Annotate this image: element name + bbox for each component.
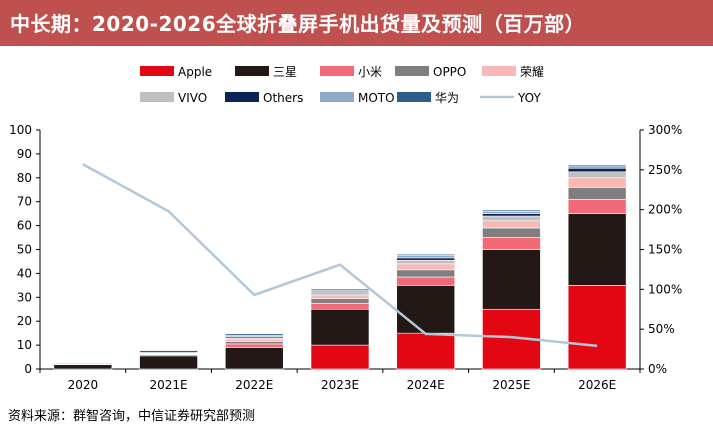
bar-segment — [482, 227, 541, 238]
bar-segment — [224, 333, 284, 336]
legend-swatch — [225, 92, 259, 102]
x-tick-label: 2025E — [492, 378, 530, 392]
legend-swatch — [482, 66, 516, 76]
y-tick-label: 50 — [17, 243, 32, 257]
bar-segment — [310, 292, 370, 296]
y-tick-label: 90 — [17, 147, 32, 161]
bar-segment — [567, 165, 627, 169]
legend-label: YOY — [517, 91, 541, 105]
bar-segment — [224, 343, 284, 348]
x-tick-label: 2020 — [68, 378, 99, 392]
legend-swatch — [395, 66, 429, 76]
legend-swatch — [140, 92, 174, 102]
y2-tick-label: 300% — [648, 123, 682, 137]
y2-tick-label: 0% — [648, 362, 667, 376]
bar-segment — [310, 294, 370, 299]
legend-label: VIVO — [178, 91, 207, 105]
bar-segment — [396, 332, 456, 370]
y-tick-label: 0 — [24, 362, 32, 376]
bar-segment — [396, 257, 456, 261]
bar-segment — [396, 269, 456, 278]
bar-segment — [224, 338, 284, 342]
x-tick-label: 2026E — [578, 378, 616, 392]
y2-tick-label: 250% — [648, 163, 682, 177]
y2-tick-label: 150% — [648, 243, 682, 257]
legend-label: 小米 — [358, 65, 382, 79]
x-tick-label: 2021E — [150, 378, 188, 392]
x-tick-label: 2024E — [407, 378, 445, 392]
x-tick-label: 2022E — [235, 378, 273, 392]
y-tick-label: 70 — [17, 195, 32, 209]
bar-segment — [482, 220, 541, 229]
bar-segment — [310, 298, 370, 304]
bar-segment — [396, 263, 456, 271]
axes: 0 10 20 30 40 50 60 70 80 90 100 0% 50% 100% 150% 200% 2… — [9, 123, 682, 392]
bar-segment — [567, 199, 627, 214]
bar-segment — [567, 213, 627, 286]
bar-segment — [224, 341, 284, 345]
bar-segment — [567, 171, 627, 179]
title-bar: 中长期：2020-2026全球折叠屏手机出货量及预测（百万部） — [0, 0, 713, 46]
bar-segment — [567, 177, 627, 188]
bar-segment — [139, 355, 198, 370]
y-tick-label: 60 — [17, 219, 32, 233]
stacked-bar-chart: Apple 三星 小米 OPPO 荣耀 VIVO Others MOTO 华为 YOY 0 10 20… — [9, 65, 682, 392]
bar-segment — [567, 167, 627, 173]
bar-segment — [567, 164, 627, 167]
source-note: 资料来源：群智咨询，中信证券研究部预测 — [8, 409, 256, 424]
legend-swatch — [140, 66, 174, 76]
bar-segment — [482, 213, 541, 217]
bar-segment — [482, 209, 541, 212]
bar-segment — [567, 187, 627, 200]
bar-segment — [396, 255, 456, 259]
y2-tick-label: 100% — [648, 282, 682, 296]
y-tick-label: 20 — [17, 314, 32, 328]
legend-label: MOTO — [358, 91, 395, 105]
bar-segment — [53, 362, 113, 364]
legend: Apple 三星 小米 OPPO 荣耀 VIVO Others MOTO 华为 YOY — [140, 65, 544, 105]
bar-segment — [482, 215, 541, 222]
bar-segment — [224, 347, 284, 370]
bar-segment — [396, 253, 456, 256]
legend-swatch — [397, 92, 431, 102]
legend-swatch — [320, 66, 354, 76]
y-tick-label: 40 — [17, 266, 32, 280]
yoy-line — [82, 163, 598, 348]
y-tick-label: 80 — [17, 171, 32, 185]
legend-label: 荣耀 — [520, 65, 544, 79]
legend-label: 三星 — [273, 65, 297, 79]
y2-tick-label: 200% — [648, 203, 682, 217]
legend-label: OPPO — [433, 65, 466, 79]
chart-title: 中长期：2020-2026全球折叠屏手机出货量及预测（百万部） — [10, 12, 586, 36]
bar-segment — [396, 285, 456, 334]
y-tick-label: 30 — [17, 290, 32, 304]
bar-segment — [482, 210, 541, 214]
y-tick-label: 100 — [9, 123, 32, 137]
legend-swatch — [235, 66, 269, 76]
bar-segment — [310, 288, 370, 291]
bar-segment — [482, 249, 541, 310]
yoy-line-path — [82, 163, 598, 348]
legend-label: Others — [263, 91, 303, 105]
bar-segment — [310, 302, 370, 310]
bar-segment — [310, 344, 370, 370]
bar-segment — [310, 308, 370, 346]
legend-label: Apple — [178, 65, 212, 79]
x-tick-label: 2023E — [321, 378, 359, 392]
bar-segment — [482, 237, 541, 250]
bars — [53, 164, 627, 370]
bar-segment — [53, 364, 113, 370]
legend-label: 华为 — [435, 91, 459, 105]
legend-swatch — [320, 92, 354, 102]
y2-tick-label: 50% — [648, 322, 675, 336]
bar-segment — [139, 350, 198, 353]
bar-segment — [396, 259, 456, 265]
y-tick-label: 10 — [17, 338, 32, 352]
bar-segment — [567, 285, 627, 370]
bar-segment — [396, 276, 456, 286]
